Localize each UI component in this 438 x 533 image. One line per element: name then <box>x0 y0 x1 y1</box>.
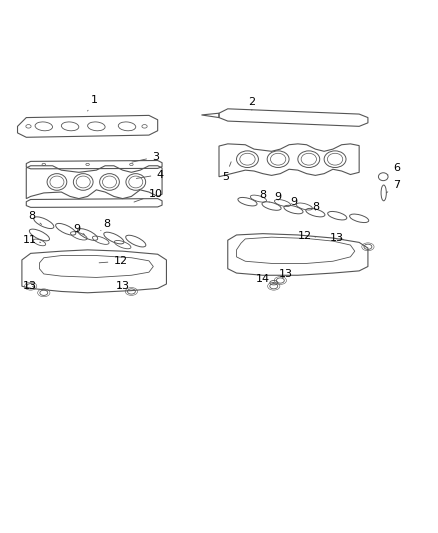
Text: 3: 3 <box>132 152 159 162</box>
Text: 1: 1 <box>88 95 98 111</box>
Text: 9: 9 <box>275 192 282 203</box>
Text: 2: 2 <box>248 97 255 110</box>
Text: 14: 14 <box>256 274 274 284</box>
Text: 6: 6 <box>388 163 400 175</box>
Text: 5: 5 <box>222 162 231 182</box>
Text: 11: 11 <box>23 235 41 245</box>
Text: 12: 12 <box>99 256 127 266</box>
Text: 8: 8 <box>259 190 269 202</box>
Text: 7: 7 <box>386 181 400 193</box>
Text: 12: 12 <box>298 231 315 241</box>
Text: 13: 13 <box>23 281 37 291</box>
Text: 10: 10 <box>134 189 162 202</box>
Text: 8: 8 <box>28 211 42 224</box>
Text: 13: 13 <box>330 232 344 243</box>
Text: 9: 9 <box>290 197 297 207</box>
Text: 13: 13 <box>279 269 293 279</box>
Text: 9: 9 <box>73 224 85 235</box>
Text: 13: 13 <box>116 281 130 291</box>
Text: 4: 4 <box>136 169 163 180</box>
Text: 8: 8 <box>312 202 319 212</box>
Text: 8: 8 <box>101 219 111 231</box>
